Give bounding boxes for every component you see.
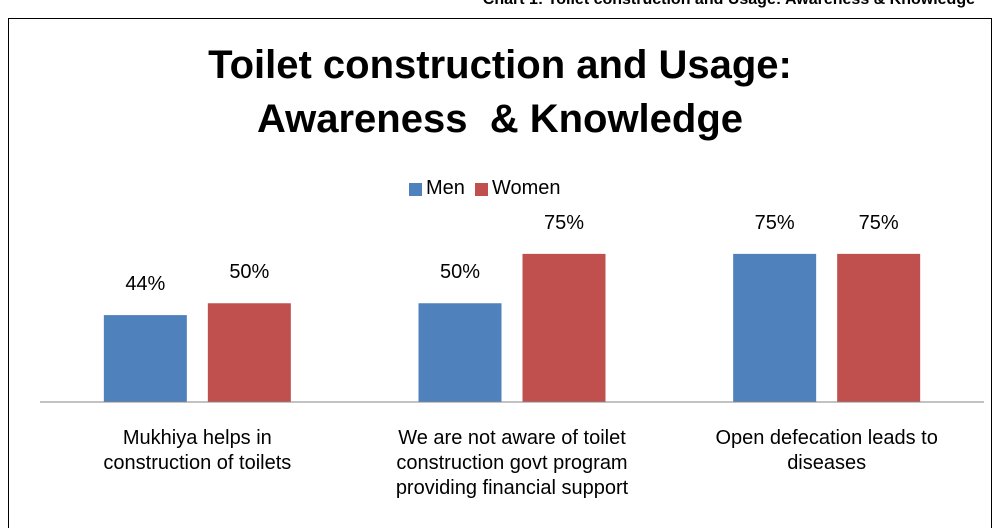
legend-label: Men	[426, 177, 465, 199]
data-label: 75%	[858, 211, 899, 234]
legend-label: Women	[492, 177, 561, 199]
bar	[418, 303, 502, 402]
chart-frame	[8, 18, 992, 528]
bar	[522, 253, 606, 402]
data-label: 44%	[125, 273, 166, 296]
bar	[837, 253, 921, 402]
x-tick-label: Mukhiya helps in construction of toilets	[103, 427, 292, 474]
data-label: 75%	[754, 211, 795, 234]
caption: Chart 1: Toilet construction and Usage: …	[483, 0, 975, 9]
x-tick-label: Open defecation leads to diseases	[715, 427, 938, 474]
data-label: 50%	[439, 261, 481, 284]
x-tick-label: We are not aware of toilet construction …	[395, 427, 629, 499]
data-label: 50%	[229, 261, 270, 284]
legend-swatch	[475, 183, 488, 196]
bar	[207, 303, 291, 402]
chart-title: Toilet construction and Usage: Awareness…	[208, 43, 802, 141]
bar	[733, 253, 817, 402]
data-label: 75%	[543, 211, 585, 234]
bar	[103, 315, 187, 402]
legend-swatch	[409, 183, 422, 196]
